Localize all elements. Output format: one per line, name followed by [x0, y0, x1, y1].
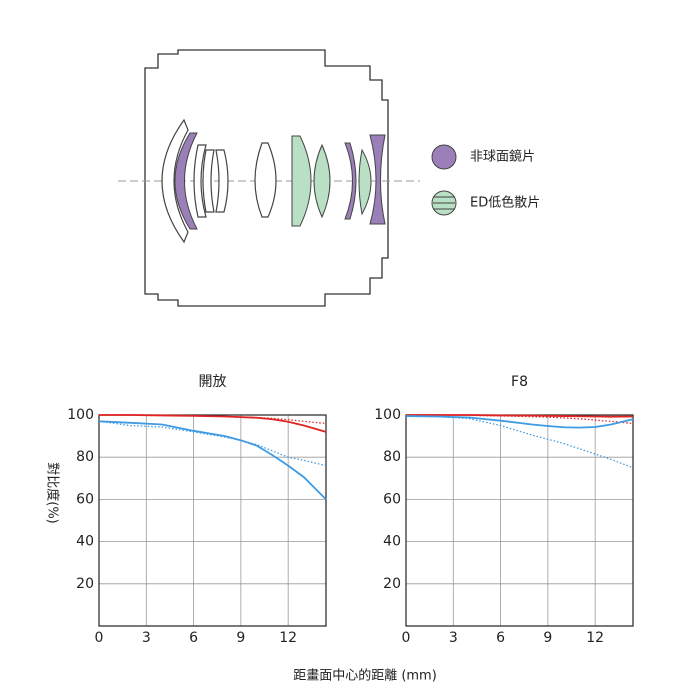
- lens-diagram: [118, 49, 420, 307]
- x-tick-label: 12: [279, 630, 297, 646]
- charts: 開放 20 40 60 80 100 0 3 6 9 12 F8 20 40 60 80 100 0 3 6 9 12: [67, 374, 634, 646]
- series-line: [406, 414, 634, 425]
- x-axis-label: 距畫面中心的距離 (mm): [293, 668, 437, 684]
- ed-lens: [291, 135, 312, 227]
- series-line: [405, 415, 634, 469]
- lens-housing: [144, 49, 389, 307]
- y-tick-label: 80: [76, 449, 94, 465]
- x-tick-label: 12: [586, 630, 604, 646]
- series-line: [98, 420, 327, 501]
- chart-title: F8: [511, 374, 528, 390]
- aspherical-lens: [344, 142, 357, 220]
- y-tick-label: 40: [383, 534, 401, 550]
- x-tick-label: 6: [189, 630, 198, 646]
- y-tick-label: 100: [374, 407, 401, 423]
- lens-element: [215, 149, 229, 213]
- legend-swatch: [431, 144, 457, 170]
- y-tick-label: 20: [383, 576, 401, 592]
- x-tick-label: 3: [449, 630, 458, 646]
- x-tick-label: 3: [142, 630, 151, 646]
- y-tick-label: 100: [67, 407, 94, 423]
- lens-element: [193, 144, 207, 218]
- x-tick-label: 0: [402, 630, 411, 646]
- aspherical-lens: [369, 134, 386, 225]
- y-tick-label: 40: [76, 534, 94, 550]
- ed-lens: [358, 148, 372, 216]
- y-tick-label: 20: [76, 576, 94, 592]
- y-axis-label: 對比度(%): [45, 462, 61, 524]
- ed-lens: [313, 143, 331, 219]
- x-tick-label: 6: [496, 630, 505, 646]
- chart-title: 開放: [199, 374, 227, 390]
- legend-label: 非球面鏡片: [470, 150, 535, 165]
- y-tick-label: 60: [383, 491, 401, 507]
- lens-element: [161, 118, 189, 244]
- legend-label: ED低色散片: [470, 195, 540, 211]
- plot-frame: [405, 414, 634, 627]
- x-tick-label: 0: [95, 630, 104, 646]
- aspherical-lens: [174, 132, 198, 230]
- x-tick-label: 9: [543, 630, 552, 646]
- lens-element: [254, 142, 277, 218]
- x-tick-label: 9: [236, 630, 245, 646]
- y-tick-label: 80: [383, 449, 401, 465]
- series-line: [98, 420, 327, 467]
- series-line: [99, 414, 327, 425]
- legend: 非球面鏡片 ED低色散片: [431, 144, 540, 216]
- series-line: [405, 415, 634, 429]
- plot-frame: [98, 414, 327, 627]
- y-tick-label: 60: [76, 491, 94, 507]
- lens-element: [202, 149, 215, 213]
